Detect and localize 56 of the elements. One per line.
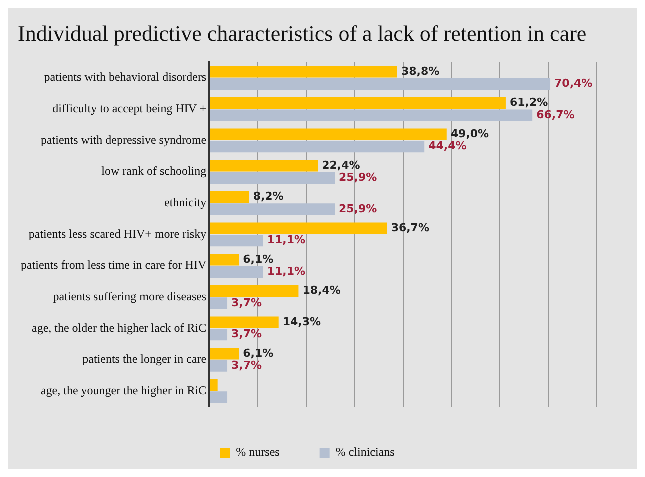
data-label: 11,1% [267,234,306,247]
bar [210,128,447,140]
bar [210,235,264,247]
data-label: 25,9% [339,171,378,184]
data-label: 6,1% [243,346,274,360]
data-label: 25,9% [339,202,378,216]
y-tick-label: patients from less time in care for HIV [21,258,207,272]
bar [210,285,299,298]
bar [210,392,228,404]
y-tick-label: patients with depressive syndrome [40,132,207,147]
data-label: 36,7% [391,221,430,234]
bar [210,191,250,204]
y-tick-label: ethnicity [164,196,207,210]
data-label: 8,2% [253,190,284,204]
y-tick-label: patients with behavioral disorders [44,70,207,84]
bar [210,222,388,234]
y-tick-label: age, the younger the higher in RiC [40,383,207,398]
bar [210,254,240,266]
bar [210,110,533,122]
bar [210,78,551,90]
legend-label: % nurses [236,445,280,460]
bar [210,298,228,310]
data-label: 61,2% [510,96,548,110]
bar [210,66,398,78]
bar [210,204,336,216]
data-label: 3,7% [232,328,262,341]
y-tick-label: patients less scared HIV+ more risky [28,226,207,241]
data-label: 44,4% [428,140,467,153]
bar [210,97,506,110]
y-tick-label: patients the longer in care [82,352,207,366]
data-label: 18,4% [302,284,341,298]
data-label: 38,8% [401,64,440,78]
bar [210,328,228,341]
bar [210,141,425,153]
data-label: 70,4% [554,77,593,90]
data-label: 14,3% [282,315,322,328]
bar [210,266,264,278]
chart-title: Individual predictive characteristics of a lack of retention in care [18,20,587,46]
data-label: 66,7% [536,108,575,122]
bar [210,172,336,184]
data-label: 22,4% [322,158,360,172]
bar [210,348,240,360]
data-label: 49,0% [450,127,490,140]
y-tick-label: patients suffering more diseases [53,290,207,304]
data-label: 3,7% [232,296,262,310]
y-tick-label: low rank of schooling [102,164,207,178]
data-label: 6,1% [243,252,274,266]
data-label: 11,1% [267,264,306,278]
bar [210,316,279,328]
bar [210,379,218,392]
data-label: 3,7% [232,358,262,372]
y-tick-label: age, the older the higher lack of RiC [32,320,207,335]
bar [210,360,228,372]
legend-label: % clinicians [336,445,396,460]
bar [210,160,318,172]
y-tick-label: difficulty to accept being HIV + [52,102,207,116]
